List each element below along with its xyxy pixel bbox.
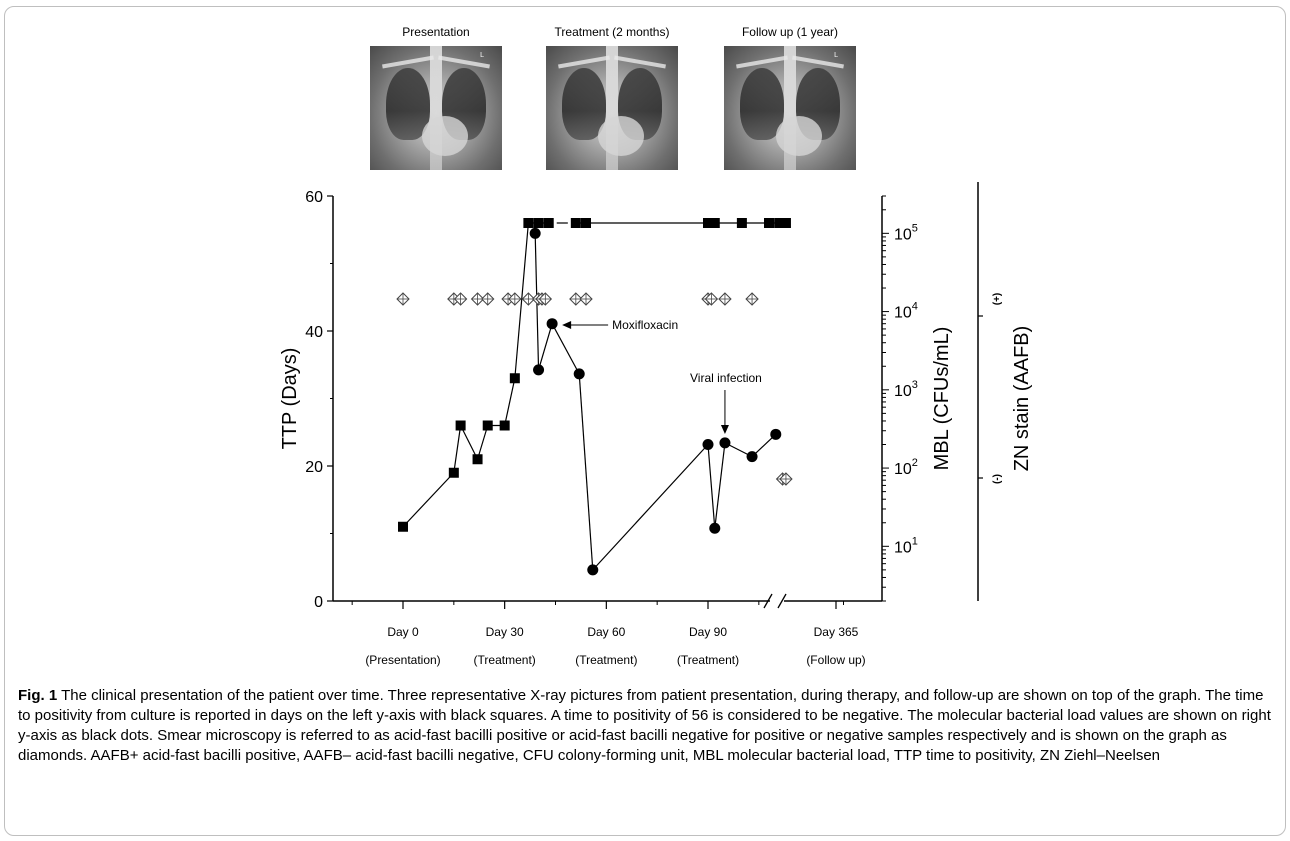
xray-image [546, 46, 678, 170]
right-axis-tick-label: 102 [894, 457, 918, 478]
annotation-viral-infection: Viral infection [690, 371, 762, 385]
right-axis-tick-label: 101 [894, 535, 918, 556]
figure-frame [4, 6, 1286, 836]
ttp-point [543, 218, 554, 228]
x-axis-tick-label: Day 365 [814, 625, 859, 639]
right-axis-tick-label: 104 [894, 301, 918, 322]
left-axis-tick-label: 40 [305, 324, 323, 341]
mbl-point [573, 368, 585, 380]
zn-axis-label: ZN stain (AAFB) [1011, 326, 1033, 472]
x-axis-tick-sublabel: (Treatment) [474, 653, 536, 667]
mbl-point [546, 318, 558, 330]
x-axis-break-mark [763, 593, 773, 609]
x-axis-tick-sublabel: (Follow up) [806, 653, 865, 667]
x-axis-tick-label: Day 30 [486, 625, 524, 639]
mbl-point [529, 227, 541, 239]
x-axis-tick-label: Day 60 [587, 625, 625, 639]
ttp-point [448, 467, 459, 478]
ttp-point [472, 454, 483, 465]
caption-text: The clinical presentation of the patient… [18, 687, 1271, 764]
ttp-series-line [476, 425, 489, 460]
annotation-moxifloxacin: Moxifloxacin [612, 318, 678, 332]
x-axis-tick-label: Day 0 [387, 625, 419, 639]
xray-title: Presentation [402, 25, 470, 39]
mbl-point [702, 439, 714, 451]
mbl-series-line [707, 444, 716, 529]
ttp-point [523, 218, 534, 228]
ttp-series-line [504, 378, 516, 426]
left-axis-tick-label: 20 [305, 459, 323, 476]
xray-image: L [370, 46, 502, 170]
zn-positive-label: (+) [992, 293, 1003, 306]
ttp-point [581, 218, 591, 228]
ttp-series-line [514, 222, 529, 379]
x-axis-tick-sublabel: (Presentation) [365, 653, 440, 667]
ttp-point [398, 521, 408, 532]
xray-image: L [724, 46, 856, 170]
mbl-point [587, 564, 599, 576]
x-axis-tick-sublabel: (Treatment) [575, 653, 637, 667]
x-axis-tick-sublabel: (Treatment) [677, 653, 739, 667]
right-axis-tick-label: 103 [894, 379, 918, 400]
ttp-series-line [453, 425, 462, 473]
ttp-series-line [460, 425, 479, 460]
right-axis-label: MBL (CFUs/mL) [931, 327, 953, 471]
annotation-arrowhead [720, 425, 729, 434]
clinical-chart: 0 20 40 60 TTP (Days) Day 0 (Presentation) Day … [279, 182, 1033, 667]
ttp-point [482, 420, 493, 431]
xray-title: Follow up (1 year) [741, 25, 839, 39]
right-axis-tick-label: 105 [894, 222, 918, 243]
xray-followup: Follow up (1 year) L [690, 24, 890, 170]
left-axis-tick-label: 60 [305, 189, 323, 206]
mbl-series-line [551, 323, 580, 375]
x-axis-break-mark [777, 593, 787, 609]
ttp-point [499, 420, 510, 431]
xray-treatment: Treatment (2 months) [512, 24, 712, 170]
ttp-point [703, 218, 713, 228]
mbl-point [533, 364, 545, 376]
ttp-series-line [402, 472, 455, 528]
xray-title: Treatment (2 months) [554, 25, 670, 39]
ttp-point [736, 218, 747, 228]
mbl-point [746, 451, 758, 463]
ttp-point [774, 218, 785, 228]
zn-negative-label: (-) [992, 474, 1003, 484]
mbl-series-line [578, 373, 594, 570]
mbl-point [719, 437, 731, 449]
figure-caption: Fig. 1 The clinical presentation of the … [18, 686, 1276, 766]
xray-marker: L [480, 52, 484, 59]
ttp-point [780, 218, 791, 228]
caption-label: Fig. 1 [18, 687, 58, 704]
annotation-arrowhead [562, 321, 572, 329]
mbl-series-line [592, 444, 709, 571]
mbl-point [709, 522, 721, 534]
ttp-point [455, 420, 466, 431]
ttp-point [709, 218, 720, 228]
left-axis-tick-label: 0 [314, 594, 323, 611]
ttp-point [764, 218, 774, 228]
xray-presentation: Presentation L [336, 24, 536, 170]
mbl-series-line [714, 442, 726, 529]
mbl-series-line [537, 323, 553, 371]
ttp-point [533, 218, 544, 228]
x-axis-tick-label: Day 90 [689, 625, 727, 639]
xray-marker: L [834, 52, 838, 59]
ttp-point [509, 373, 520, 384]
ttp-point [570, 218, 581, 228]
left-axis-label: TTP (Days) [279, 348, 301, 450]
mbl-point [770, 428, 782, 440]
